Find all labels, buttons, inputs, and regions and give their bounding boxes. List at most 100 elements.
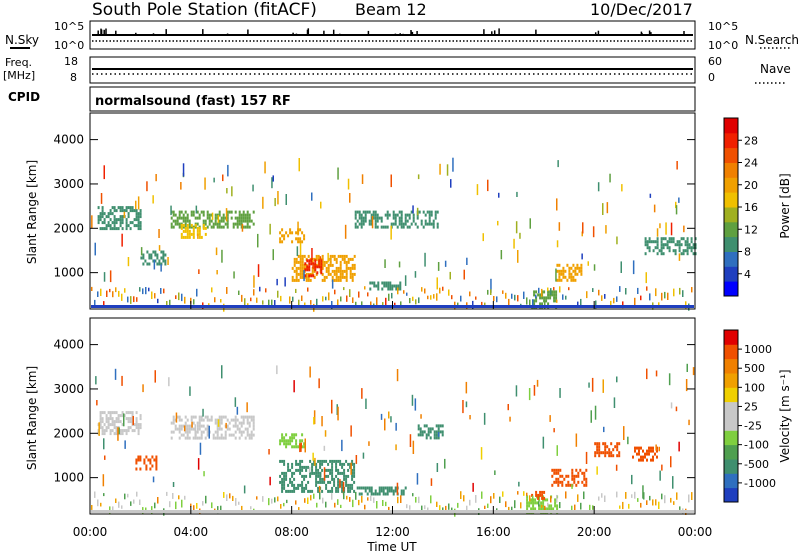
x-tick-label-5: 20:00	[577, 525, 612, 539]
velocity-colorbar: 1000 500 100 25 -25 -100 -500 -1000	[723, 329, 776, 503]
echo-region-11	[632, 446, 658, 462]
colorbar-segment	[724, 192, 738, 208]
echo-region-11	[644, 237, 697, 256]
colorbar-tick-label: 8	[744, 246, 751, 259]
colorbar-tick-label: 16	[744, 201, 758, 214]
power-heatmap	[91, 157, 697, 312]
power-ylabel: Slant Range [km]	[25, 160, 39, 264]
colorbar-segment	[724, 162, 738, 178]
nsearch-tick-high: 10^5	[708, 20, 738, 33]
colorbar-tick-label: -100	[744, 439, 769, 452]
colorbar-segment	[724, 487, 738, 503]
colorbar-segment	[724, 330, 738, 345]
y-tick-label-0: 1000	[53, 471, 84, 485]
echo-region-1	[140, 250, 167, 266]
nave-label: Nave	[760, 62, 791, 76]
echo-region-8	[369, 281, 402, 291]
colorbar-segment	[724, 416, 738, 431]
echo-region-10	[556, 263, 583, 282]
colorbar-tick-label: 28	[744, 134, 758, 147]
colorbar-segment	[724, 344, 738, 360]
nsearch-tick-low: 10^0	[708, 39, 738, 52]
velocity-heatmap	[91, 363, 695, 517]
colorbar-segment	[724, 401, 738, 417]
colorbar-tick-label: 500	[744, 362, 765, 375]
power-y-ticks: 1000 2000 3000 4000	[53, 133, 695, 280]
scatter-echoes	[95, 363, 695, 499]
nsky-label: N.Sky	[5, 33, 39, 47]
y-tick-label-3: 4000	[53, 133, 84, 147]
time-axis: 00:00 04:00 08:00 12:00 16:00 20:00 00:00	[73, 301, 713, 539]
velocity-ylabel: Slant Range [km]	[25, 366, 39, 470]
colorbar-segment	[724, 132, 738, 149]
freq-unit: [MHz]	[3, 69, 35, 82]
echo-region-10	[594, 442, 621, 458]
cpid-text: normalsound (fast) 157 RF	[95, 94, 291, 109]
nave-tick-low: 0	[708, 71, 715, 84]
x-axis-label: Time UT	[366, 540, 417, 554]
colorbar-tick-label: -1000	[744, 477, 776, 490]
echo-region-9	[551, 468, 588, 487]
nave-tick-high: 60	[708, 55, 722, 68]
station-title: South Pole Station (fitACF)	[92, 0, 317, 20]
y-tick-label-0: 1000	[53, 266, 84, 280]
nsky-spikes	[97, 28, 685, 35]
colorbar-tick-label: 1000	[744, 343, 772, 356]
colorbar-segment	[724, 358, 738, 374]
colorbar-segment	[724, 387, 738, 403]
colorbar-segment	[724, 266, 738, 282]
colorbar-segment	[724, 459, 738, 474]
colorbar-tick-label: -25	[744, 420, 762, 433]
velocity-y-ticks: 1000 2000 3000 4000	[53, 338, 695, 485]
nsky-tick-low: 10^0	[54, 39, 84, 52]
x-tick-label-0: 00:00	[73, 525, 108, 539]
colorbar-segment	[724, 207, 738, 223]
echo-region-8	[531, 490, 546, 500]
x-tick-label-4: 16:00	[476, 525, 511, 539]
colorbar-tick-label: -500	[744, 458, 769, 471]
colorbar-tick-label: 12	[744, 223, 758, 236]
colorbar-segment	[724, 236, 738, 252]
freq-tick-high: 18	[64, 55, 78, 68]
nsky-panel: N.Sky 10^5 10^0 10^5 10^0 N.Search	[5, 20, 799, 52]
echo-region-0	[97, 206, 142, 231]
colorbar-segment	[724, 251, 738, 267]
colorbar-tick-label: 25	[744, 400, 758, 413]
colorbar-tick-label: 100	[744, 381, 765, 394]
colorbar-tick-label: 4	[744, 268, 751, 281]
echo-region-6	[304, 259, 323, 278]
freq-panel: Freq. [MHz] 18 8 60 0 Nave	[3, 55, 791, 84]
x-tick-label-6: 00:00	[678, 525, 713, 539]
power-colorbar-label: Power [dB]	[778, 173, 792, 238]
nsearch-label: N.Search	[745, 33, 799, 47]
echo-region-4	[279, 228, 306, 244]
colorbar-segment	[724, 430, 738, 446]
colorbar-segment	[724, 177, 738, 193]
colorbar-segment	[724, 118, 738, 134]
cpid-label: CPID	[8, 90, 40, 104]
x-tick-label-3: 12:00	[375, 525, 410, 539]
power-panel: 1000 2000 3000 4000 Slant Range [km]	[25, 112, 697, 312]
colorbar-segment	[724, 473, 738, 489]
colorbar-segment	[724, 281, 738, 297]
velocity-colorbar-label: Velocity [m s⁻¹]	[778, 369, 792, 462]
beam-label: Beam 12	[355, 0, 427, 19]
echo-region-5	[291, 254, 356, 282]
colorbar-tick-label: 24	[744, 157, 758, 170]
y-tick-label-3: 4000	[53, 338, 84, 352]
echo-region-4	[279, 459, 356, 493]
colorbar-segment	[724, 444, 738, 460]
freq-tick-low: 8	[70, 71, 77, 84]
freq-label: Freq.	[5, 56, 32, 69]
echo-region-1	[135, 455, 158, 471]
x-tick-label-1: 04:00	[174, 525, 209, 539]
x-tick-label-2: 08:00	[274, 525, 309, 539]
echo-region-6	[417, 424, 444, 440]
echo-region-7	[354, 210, 439, 229]
y-tick-label-1: 2000	[53, 426, 84, 440]
y-tick-label-2: 3000	[53, 382, 84, 396]
power-colorbar: 28 24 20 16 12 8 4	[723, 117, 758, 297]
colorbar-segment	[724, 221, 738, 238]
colorbar-segment	[724, 373, 738, 388]
